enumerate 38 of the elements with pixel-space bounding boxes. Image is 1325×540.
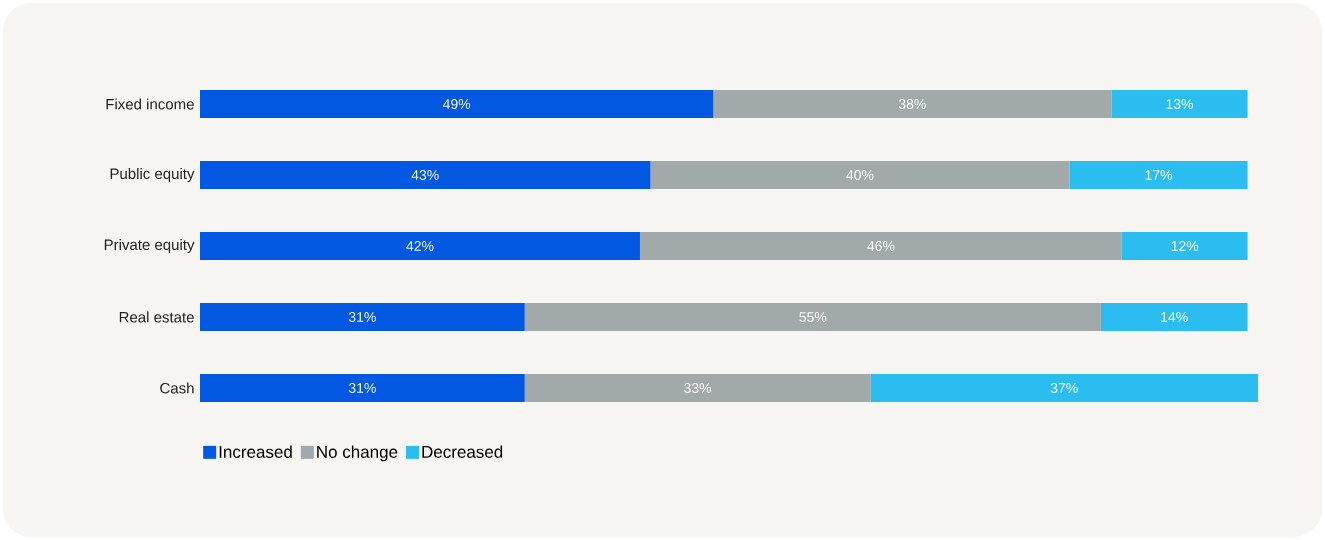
bar (200, 374, 525, 402)
data-label: 43% (411, 170, 439, 180)
data-label: 40% (846, 170, 874, 180)
data-label: 17% (1145, 170, 1173, 180)
legend-label: No change (317, 445, 398, 462)
bar (524, 303, 1101, 331)
legend-label: Decreased (422, 445, 503, 458)
data-label: 42% (406, 241, 434, 251)
y-tick-label: Cash (160, 382, 194, 394)
bar (524, 374, 871, 402)
data-label: 33% (684, 383, 712, 393)
data-label: 14% (1161, 312, 1188, 322)
bar (200, 232, 640, 260)
bar (200, 161, 651, 189)
data-label: 46% (867, 241, 895, 251)
data-label: 49% (442, 99, 471, 109)
bar (870, 374, 1259, 402)
legend-label: Increased (219, 445, 292, 458)
bar (713, 90, 1112, 118)
data-label: 38% (898, 99, 926, 109)
bar (650, 161, 1070, 189)
y-tick-label: Real estate (119, 311, 194, 323)
y-tick-label: Fixed income (106, 98, 194, 110)
bar (1069, 161, 1248, 189)
bar (1100, 303, 1248, 331)
data-label: 31% (348, 383, 376, 393)
bar (1111, 90, 1248, 118)
y-tick-label: Private equity (104, 239, 195, 253)
data-label: 55% (799, 312, 827, 322)
data-label: 37% (1050, 383, 1078, 393)
data-label: 31% (348, 312, 376, 322)
data-label: 12% (1171, 241, 1199, 251)
bar (200, 303, 525, 331)
data-label: 13% (1166, 99, 1193, 109)
bar (200, 90, 714, 118)
y-tick-label: Public equity (110, 168, 195, 182)
bar (639, 232, 1122, 260)
bar (1121, 232, 1248, 260)
